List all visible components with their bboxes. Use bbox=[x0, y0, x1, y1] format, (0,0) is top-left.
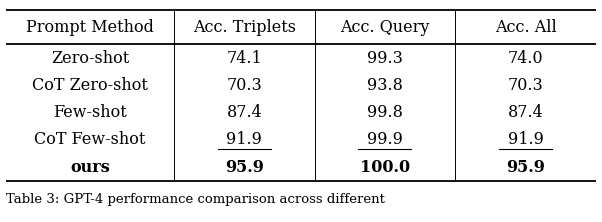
Text: Zero-shot: Zero-shot bbox=[51, 50, 129, 67]
Text: 95.9: 95.9 bbox=[506, 159, 545, 176]
Text: Acc. Query: Acc. Query bbox=[340, 19, 429, 36]
Text: CoT Zero-shot: CoT Zero-shot bbox=[32, 77, 148, 94]
Text: Table 3: GPT-4 performance comparison across different: Table 3: GPT-4 performance comparison ac… bbox=[6, 193, 385, 206]
Text: Prompt Method: Prompt Method bbox=[26, 19, 154, 36]
Text: 95.9: 95.9 bbox=[225, 159, 264, 176]
Text: 87.4: 87.4 bbox=[507, 104, 544, 121]
Text: 100.0: 100.0 bbox=[360, 159, 410, 176]
Text: 74.0: 74.0 bbox=[507, 50, 543, 67]
Text: 74.1: 74.1 bbox=[226, 50, 262, 67]
Text: 99.9: 99.9 bbox=[367, 131, 403, 149]
Text: 70.3: 70.3 bbox=[226, 77, 262, 94]
Text: Acc. Triplets: Acc. Triplets bbox=[193, 19, 296, 36]
Text: CoT Few-shot: CoT Few-shot bbox=[34, 131, 146, 149]
Text: Acc. All: Acc. All bbox=[495, 19, 556, 36]
Text: 87.4: 87.4 bbox=[226, 104, 262, 121]
Text: 70.3: 70.3 bbox=[507, 77, 544, 94]
Text: 99.8: 99.8 bbox=[367, 104, 403, 121]
Text: ours: ours bbox=[70, 159, 110, 176]
Text: 99.3: 99.3 bbox=[367, 50, 403, 67]
Text: 93.8: 93.8 bbox=[367, 77, 403, 94]
Text: Few-shot: Few-shot bbox=[53, 104, 127, 121]
Text: 91.9: 91.9 bbox=[507, 131, 544, 149]
Text: 91.9: 91.9 bbox=[226, 131, 262, 149]
